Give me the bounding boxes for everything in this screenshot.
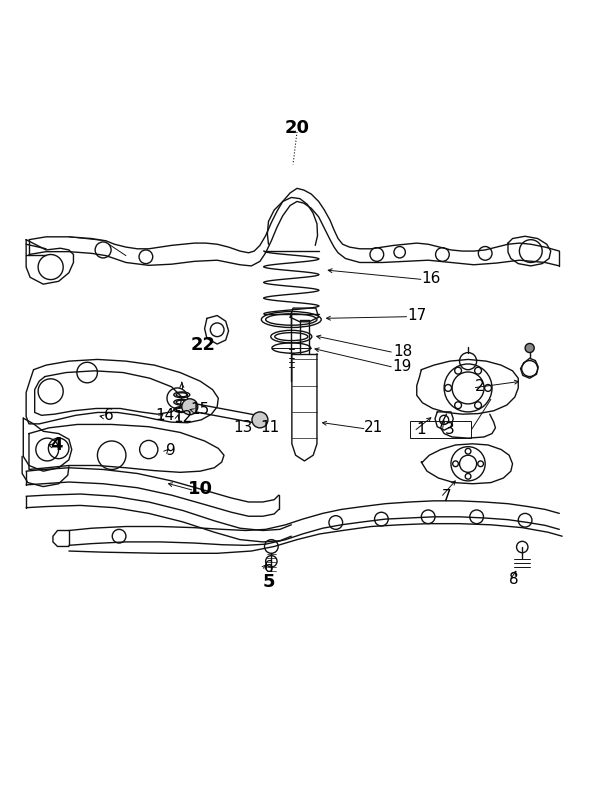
Text: 19: 19 [393,360,412,374]
Text: 1: 1 [416,422,426,437]
Text: 18: 18 [393,344,412,359]
Text: 12: 12 [173,410,192,425]
Text: 21: 21 [364,420,384,436]
Text: 15: 15 [191,402,210,417]
Text: 11: 11 [260,420,279,436]
Text: 20: 20 [285,119,309,137]
Text: 5: 5 [262,573,275,591]
Text: 6: 6 [264,560,273,575]
Text: 13: 13 [233,420,252,436]
Text: 9: 9 [166,444,175,458]
Text: 3: 3 [445,422,454,437]
Text: 7: 7 [441,489,451,504]
Text: 14: 14 [155,408,174,423]
Text: 4: 4 [50,436,62,454]
Text: 6: 6 [104,408,113,423]
Bar [410,421,472,438]
Text: 8: 8 [509,572,519,587]
Text: 22: 22 [191,336,216,354]
Circle shape [525,344,534,352]
Circle shape [182,399,198,414]
Text: 16: 16 [421,271,441,286]
Text: 2: 2 [475,379,484,394]
Circle shape [252,412,268,428]
Text: 10: 10 [188,480,213,498]
Text: 17: 17 [407,308,426,323]
